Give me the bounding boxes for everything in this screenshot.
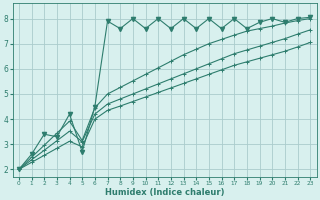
X-axis label: Humidex (Indice chaleur): Humidex (Indice chaleur) bbox=[105, 188, 224, 197]
